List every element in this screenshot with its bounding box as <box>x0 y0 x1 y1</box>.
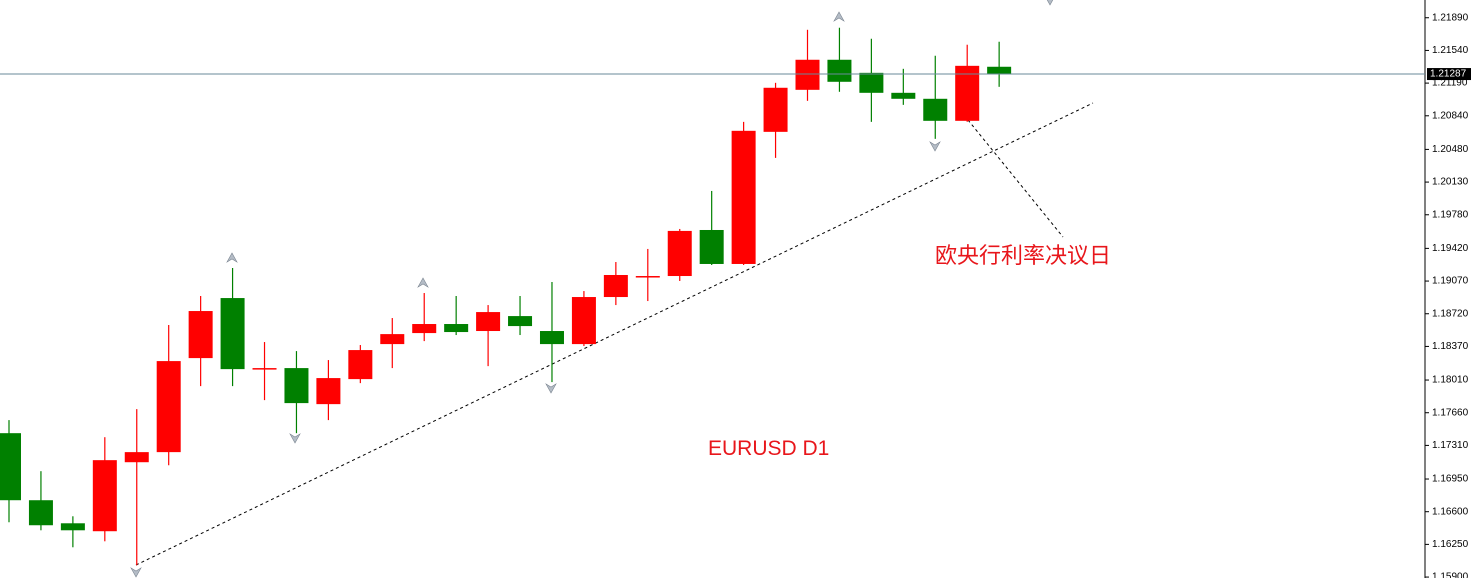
y-tick-label: 1.19420 <box>1432 243 1469 254</box>
candle-body <box>923 98 948 121</box>
price-label-box <box>1427 68 1471 81</box>
fractal-up <box>226 252 238 263</box>
candle-body <box>539 331 564 345</box>
fractal-up <box>417 277 429 288</box>
candle-body <box>60 523 85 531</box>
y-tick-label: 1.20840 <box>1432 110 1469 121</box>
annotation: 欧央行利率决议日 <box>935 243 1111 268</box>
fractal-down <box>130 567 142 578</box>
candle-body <box>699 229 724 264</box>
fractal-down <box>1046 0 1054 6</box>
y-tick-label: 1.18370 <box>1432 341 1469 352</box>
candle-body <box>603 274 628 298</box>
y-tick-label: 1.19780 <box>1432 209 1469 220</box>
candle-body <box>763 87 788 132</box>
price-label: 1.21287 <box>1430 69 1467 80</box>
fractal-up <box>833 11 845 22</box>
y-tick-label: 1.17660 <box>1432 407 1469 418</box>
fractal-markers <box>130 0 1054 578</box>
annotation-leader <box>967 119 1064 238</box>
y-tick-label: 1.19070 <box>1432 276 1469 287</box>
candle-body <box>92 460 117 532</box>
candle-body <box>348 350 373 380</box>
candle-body <box>476 312 501 332</box>
candle-body <box>891 92 916 99</box>
candle-body <box>0 433 21 501</box>
candle-body <box>284 368 309 404</box>
candle-body <box>731 130 756 264</box>
candle-body <box>827 59 852 82</box>
trend-line <box>135 102 1094 566</box>
fractal-down <box>545 383 557 394</box>
candle-body <box>795 59 820 90</box>
chart-title: EURUSD D1 <box>708 437 829 460</box>
candle-body <box>635 276 660 278</box>
candle-body <box>220 298 245 370</box>
y-tick-label: 1.18720 <box>1432 308 1469 319</box>
candle-body <box>156 361 181 453</box>
y-tick-label: 1.21190 <box>1432 78 1468 89</box>
y-tick-label: 1.21890 <box>1432 12 1469 23</box>
y-tick-label: 1.16600 <box>1432 506 1469 517</box>
y-tick-label: 1.16250 <box>1432 539 1469 550</box>
y-tick-label: 1.18010 <box>1432 375 1469 386</box>
candle-body <box>667 230 692 277</box>
candle-body <box>380 334 405 345</box>
candle-body <box>955 65 980 121</box>
y-tick-label: 1.21540 <box>1432 45 1469 56</box>
fractal-down <box>929 141 941 152</box>
candle-body <box>124 452 149 463</box>
candle-body <box>859 72 884 93</box>
candle-body <box>444 324 469 333</box>
y-tick-label: 1.15900 <box>1432 572 1469 578</box>
candle-body <box>508 316 533 327</box>
candle-body <box>412 324 437 334</box>
fractal-down <box>289 433 301 444</box>
candle-body <box>571 297 596 345</box>
candle-body <box>188 311 213 359</box>
candle-body <box>987 66 1012 75</box>
candle-body <box>316 378 341 405</box>
candle-body <box>252 368 277 370</box>
y-tick-label: 1.20480 <box>1432 144 1469 155</box>
candle-body <box>28 500 53 526</box>
y-tick-label: 1.16950 <box>1432 474 1469 485</box>
y-tick-label: 1.20130 <box>1432 177 1469 188</box>
y-tick-label: 1.17310 <box>1432 440 1469 451</box>
